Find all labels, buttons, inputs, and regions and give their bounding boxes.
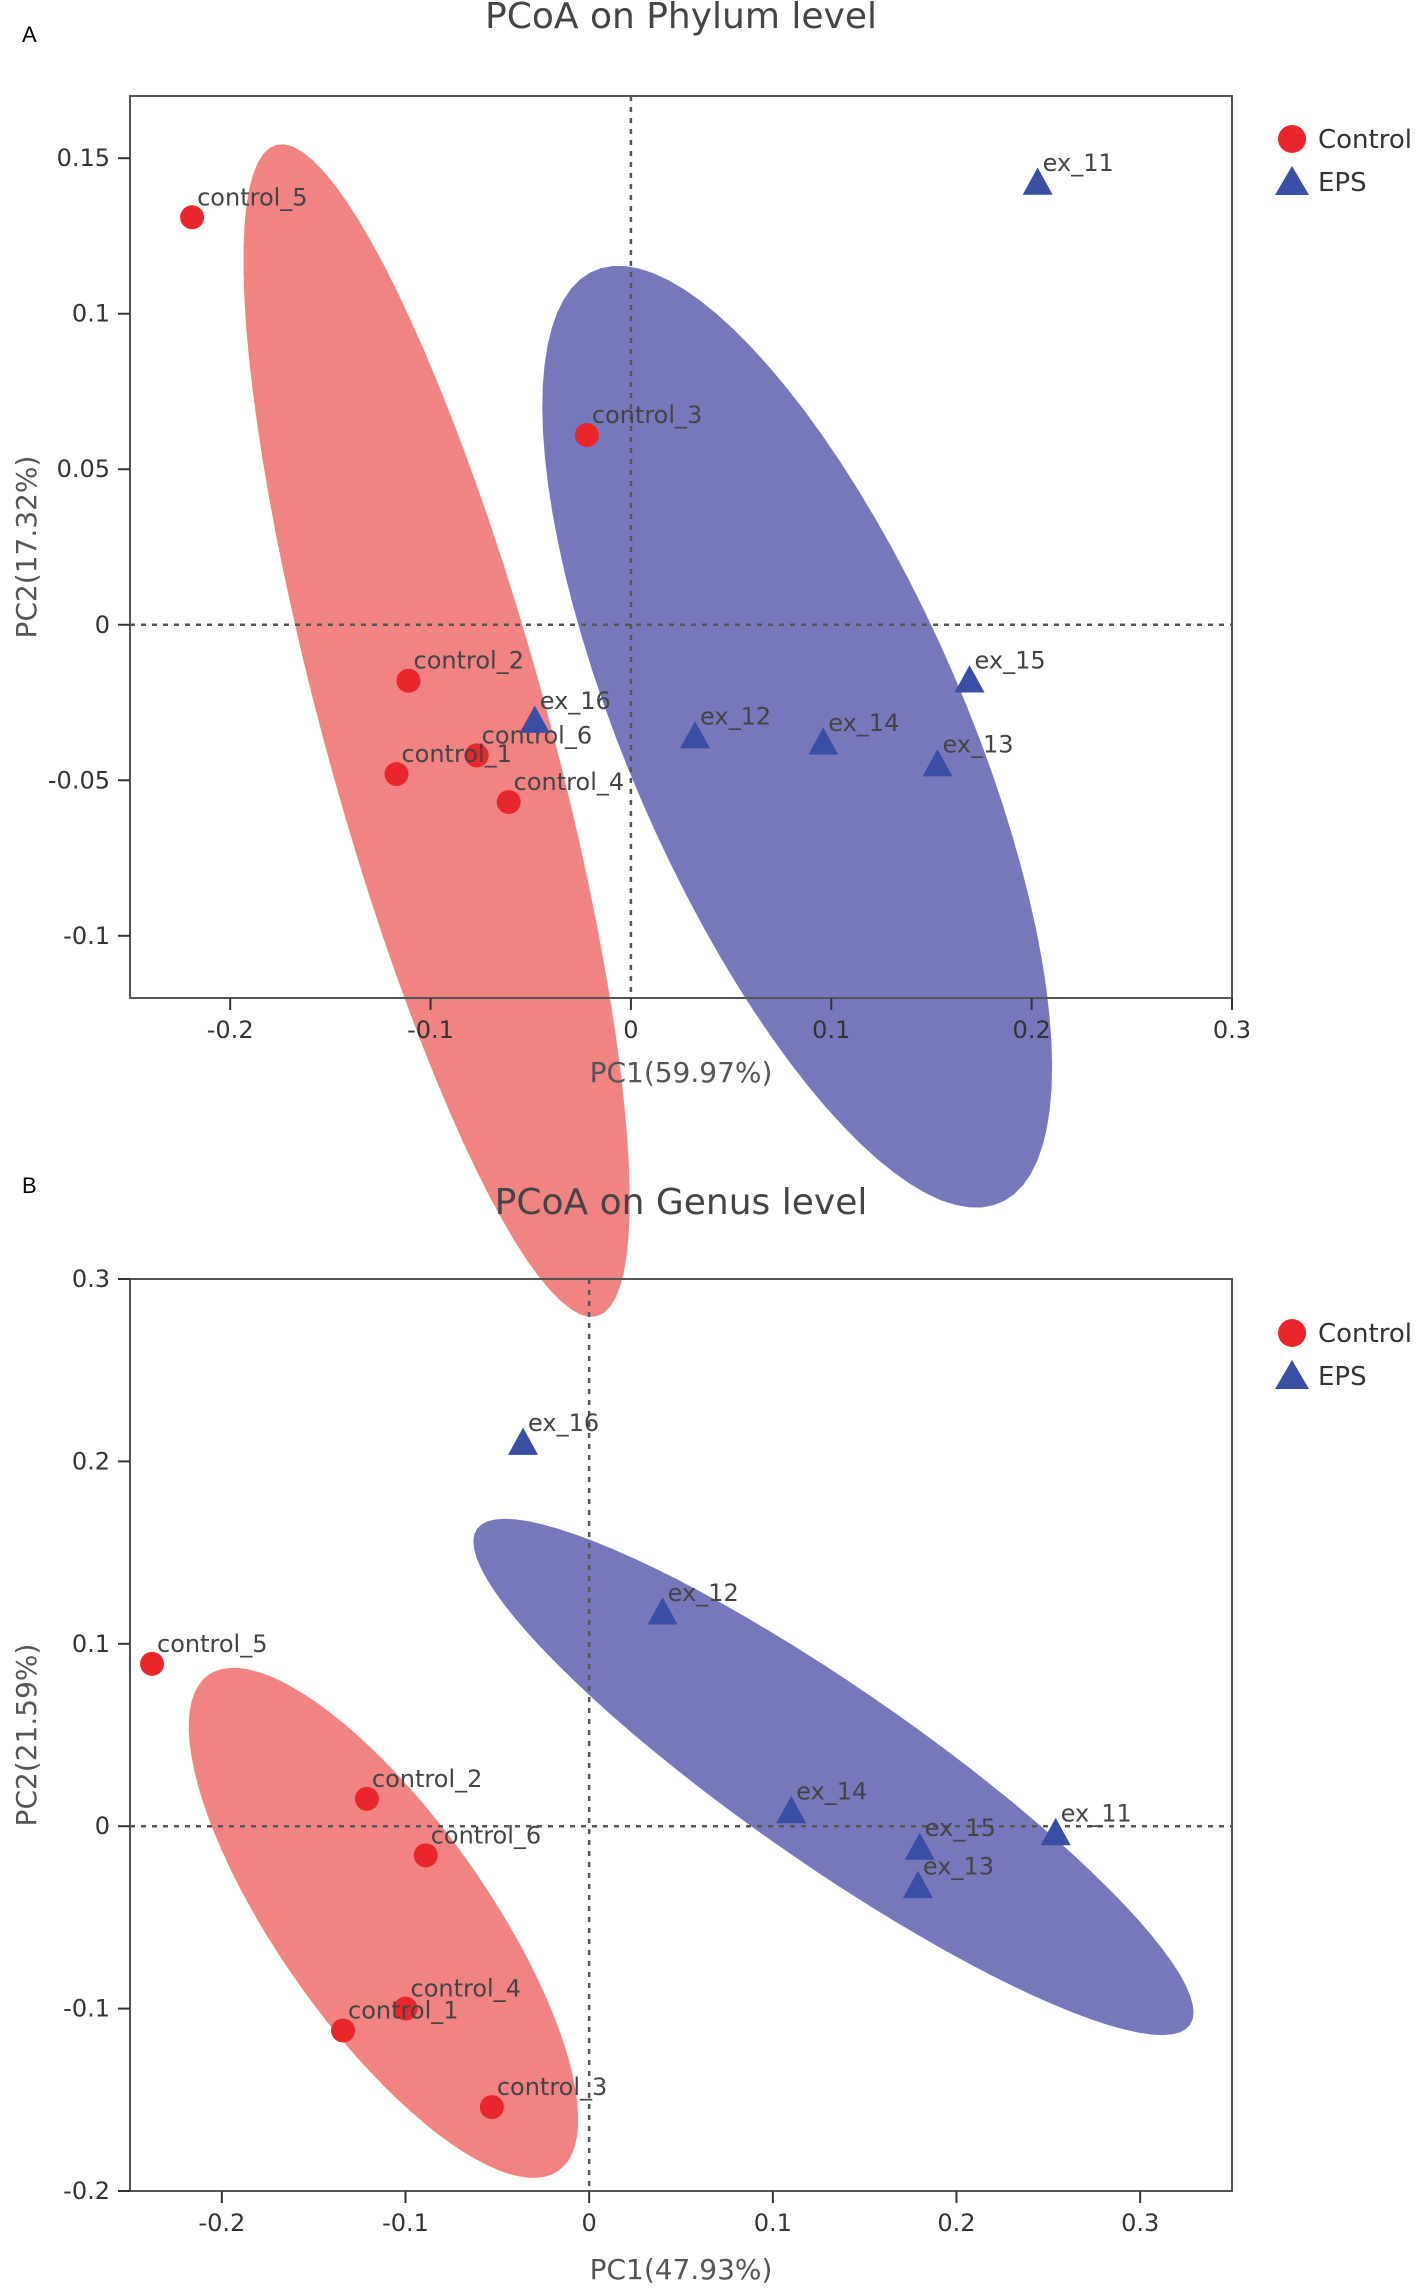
x-tick-label: 0.3	[1121, 2209, 1159, 2237]
panel-letter: B	[22, 1173, 37, 1198]
point-label-ex-11: ex_11	[1043, 149, 1114, 177]
point-label-ex-13: ex_13	[942, 731, 1013, 759]
x-tick-label: 0.2	[1013, 1016, 1051, 1044]
chart-title: PCoA on Genus level	[495, 1182, 868, 1223]
plot-frame	[129, 95, 1233, 999]
point-label-ex-12: ex_12	[700, 703, 771, 731]
point-label-control-6: control_6	[431, 1821, 541, 1849]
point-label-ex-14: ex_14	[828, 709, 899, 737]
point-label-ex-15: ex_15	[925, 1814, 996, 1842]
x-tick-label: 0.3	[1213, 1016, 1251, 1044]
point-label-ex-14: ex_14	[796, 1778, 867, 1806]
point-ex-15	[954, 665, 985, 693]
point-ex-13	[922, 749, 953, 777]
legend-label-control: Control	[1318, 1319, 1412, 1349]
point-control-3	[479, 2095, 504, 2120]
x-tick-label: 0	[582, 2209, 597, 2237]
point-label-ex-11: ex_11	[1061, 1799, 1132, 1827]
point-label-control-5: control_5	[197, 183, 307, 211]
panel-letter: A	[22, 22, 37, 47]
x-axis-label: PC1(59.97%)	[590, 1056, 773, 1089]
point-ex-12	[680, 721, 711, 749]
point-control-2	[396, 668, 421, 693]
point-control-6	[464, 743, 489, 768]
point-control-2	[354, 1786, 379, 1811]
point-control-6	[413, 1843, 438, 1868]
x-tick-label: -0.1	[382, 2209, 429, 2237]
chart-panel-a: A PCoA on Phylum level -0.2 -0.1 0 0.1 0.2 0.3 -…	[10, 0, 1412, 1317]
y-tick-label: -0.1	[63, 922, 110, 950]
x-tick-label: -0.1	[407, 1016, 454, 1044]
point-control-4	[496, 790, 521, 815]
y-tick-label: 0.3	[72, 1265, 110, 1293]
point-label-control-2: control_2	[414, 647, 524, 675]
point-label-control-3: control_3	[497, 2073, 607, 2101]
point-ex-11	[1022, 167, 1053, 195]
x-tick-label: 0.1	[812, 1016, 850, 1044]
point-ex-16	[519, 705, 550, 733]
y-tick-label: 0.2	[72, 1447, 110, 1475]
point-label-control-1: control_1	[348, 1996, 458, 2024]
ellipse-eps	[473, 1518, 1194, 2036]
plot-frame	[129, 1278, 1233, 2192]
point-ex-14	[776, 1796, 807, 1824]
point-control-1	[331, 2018, 356, 2043]
x-tick-label: 0.2	[937, 2209, 975, 2237]
y-tick-label: 0.1	[72, 1630, 110, 1658]
point-control-5	[180, 205, 205, 230]
y-tick-label: -0.1	[63, 1995, 110, 2023]
ellipse-control	[243, 144, 630, 1317]
chart-title: PCoA on Phylum level	[485, 0, 877, 37]
legend-label-eps: EPS	[1318, 1362, 1367, 1392]
ellipse-eps	[542, 266, 1053, 1208]
legend-label-control: Control	[1318, 125, 1412, 155]
x-tick-label: -0.2	[198, 2209, 245, 2237]
y-axis-label: PC2(21.59%)	[10, 1644, 43, 1827]
y-tick-label: 0.15	[57, 144, 110, 172]
y-tick-label: -0.05	[48, 766, 110, 794]
y-tick-label: 0	[95, 611, 110, 639]
legend-marker-control	[1278, 125, 1306, 153]
point-label-control-5: control_5	[157, 1630, 267, 1658]
point-control-5	[140, 1651, 165, 1676]
x-tick-label: -0.2	[207, 1016, 254, 1044]
point-ex-16	[508, 1427, 539, 1455]
point-label-control-2: control_2	[372, 1765, 482, 1793]
point-label-ex-15: ex_15	[975, 647, 1046, 675]
ellipse-control	[188, 1667, 579, 2178]
point-label-control-3: control_3	[592, 401, 702, 429]
point-label-control-4: control_4	[514, 768, 624, 796]
chart-panel-b: B PCoA on Genus level -0.2 -0.1 0 0.1 0.2 0.3 -0…	[10, 1173, 1412, 2286]
x-tick-label: 0	[623, 1016, 638, 1044]
point-label-control-1: control_1	[401, 740, 511, 768]
point-control-3	[574, 423, 599, 448]
legend-marker-eps	[1275, 166, 1309, 195]
point-ex-13	[902, 1870, 933, 1899]
point-label-control-4: control_4	[411, 1975, 521, 2003]
point-ex-12	[647, 1597, 678, 1625]
y-tick-label: 0.1	[72, 300, 110, 328]
point-ex-14	[808, 727, 839, 755]
point-label-ex-12: ex_12	[668, 1579, 739, 1607]
x-tick-label: 0.1	[754, 2209, 792, 2237]
point-control-4	[393, 1996, 418, 2021]
legend-label-eps: EPS	[1318, 168, 1367, 198]
point-ex-15	[904, 1832, 935, 1860]
legend-marker-control	[1278, 1319, 1306, 1347]
y-tick-label: -0.2	[63, 2177, 110, 2205]
x-axis-label: PC1(47.93%)	[590, 2253, 773, 2286]
y-tick-label: 0.05	[57, 455, 110, 483]
y-axis-label: PC2(17.32%)	[10, 456, 43, 639]
point-label-ex-16: ex_16	[540, 687, 611, 715]
point-label-ex-16: ex_16	[528, 1409, 599, 1437]
point-ex-11	[1040, 1817, 1071, 1846]
point-control-1	[384, 762, 409, 787]
y-tick-label: 0	[95, 1812, 110, 1840]
point-label-ex-13: ex_13	[923, 1852, 994, 1880]
legend-marker-eps	[1275, 1360, 1309, 1389]
